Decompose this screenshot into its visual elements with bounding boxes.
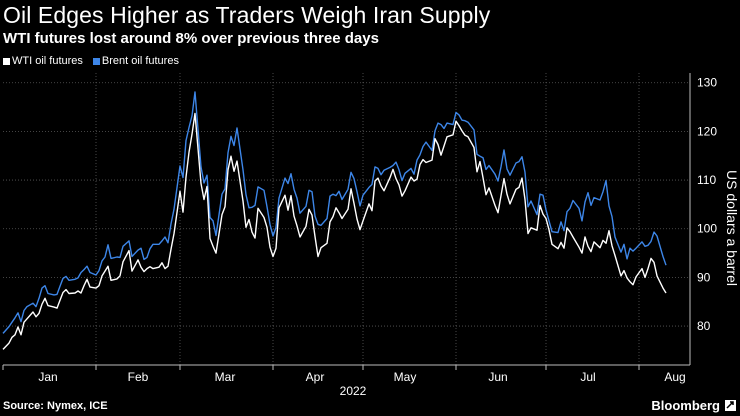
- chart-subtitle: WTI futures lost around 8% over previous…: [3, 30, 379, 47]
- x-tick-label: May: [394, 370, 417, 384]
- x-tick-label: Jul: [580, 370, 595, 384]
- y-tick-label: 100: [697, 222, 717, 236]
- x-tick-label: Aug: [664, 370, 685, 384]
- y-tick-label: 80: [697, 319, 711, 333]
- x-axis-year-label: 2022: [340, 384, 367, 398]
- series-line-wti: [2, 112, 667, 350]
- x-tick-label: Jan: [38, 370, 57, 384]
- legend: WTI oil futures Brent oil futures: [3, 55, 179, 67]
- y-tick-label: 120: [697, 124, 717, 138]
- legend-item-brent: Brent oil futures: [92, 55, 179, 67]
- y-tick-label: 130: [697, 76, 717, 90]
- legend-label-brent: Brent oil futures: [101, 55, 179, 67]
- y-tick-label: 110: [697, 173, 716, 187]
- x-tick-label: Apr: [306, 370, 325, 384]
- chart-title: Oil Edges Higher as Traders Weigh Iran S…: [3, 2, 491, 28]
- legend-label-wti: WTI oil futures: [12, 55, 83, 67]
- bloomberg-logo: Bloomberg: [651, 398, 720, 413]
- legend-item-wti: WTI oil futures: [3, 55, 83, 67]
- x-tick-label: Feb: [128, 370, 149, 384]
- y-axis-title: US dollars a barrel: [724, 170, 740, 286]
- legend-swatch-brent: [92, 57, 100, 65]
- y-tick-label: 90: [697, 270, 711, 284]
- bloomberg-mark-icon: [725, 400, 736, 411]
- legend-swatch-wti: [3, 57, 10, 65]
- x-tick-label: Jun: [488, 370, 507, 384]
- source-note: Source: Nymex, ICE: [3, 400, 108, 412]
- x-tick-label: Mar: [215, 370, 236, 384]
- series-line-brent: [2, 91, 667, 334]
